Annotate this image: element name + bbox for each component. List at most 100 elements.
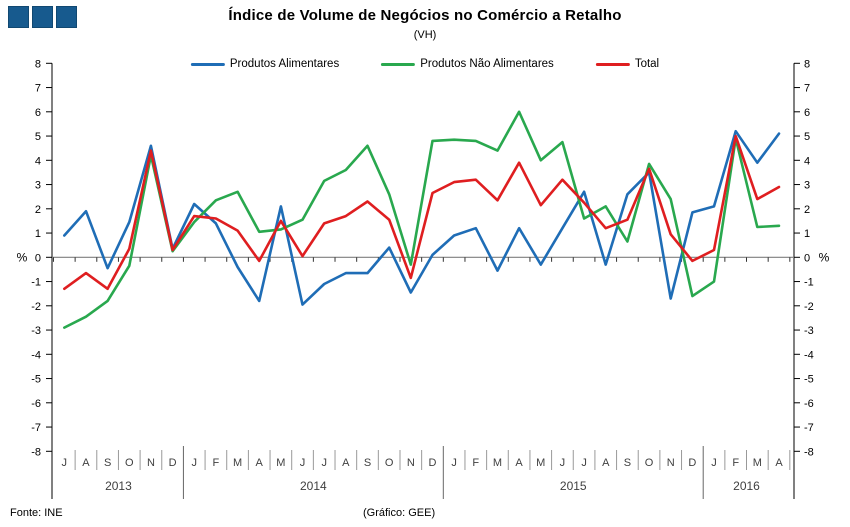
chart-text: -8	[804, 446, 814, 458]
chart-text: 0	[35, 252, 41, 264]
chart-text: 2013	[105, 479, 132, 493]
chart-text: -7	[31, 422, 41, 434]
brand-square-icon	[8, 6, 29, 28]
brand-square-icon	[32, 6, 53, 28]
chart-text: J	[191, 457, 197, 469]
chart-text: N	[667, 457, 675, 469]
chart-text: M	[753, 457, 762, 469]
chart-text: A	[775, 457, 783, 469]
chart-text: D	[429, 457, 437, 469]
chart-text: 2	[804, 204, 810, 216]
brand-square-icon	[56, 6, 77, 28]
chart-text: 6	[804, 107, 810, 119]
legend-item-produtos-alimentares: Produtos Alimentares	[190, 58, 340, 70]
chart-text: -3	[31, 325, 41, 337]
chart-text: 8	[35, 58, 41, 70]
chart-text: M	[276, 457, 285, 469]
chart-text: S	[364, 457, 371, 469]
chart-text: J	[560, 457, 566, 469]
chart-text: 3	[35, 180, 41, 192]
chart-text: A	[602, 457, 610, 469]
legend-line-swatch	[190, 62, 225, 66]
chart-text: A	[515, 457, 523, 469]
chart-text: -5	[31, 374, 41, 386]
chart-text: 5	[35, 131, 41, 143]
chart-text: A	[256, 457, 264, 469]
chart-text: 7	[804, 83, 810, 95]
chart-text: 1	[804, 228, 810, 240]
legend-line-swatch	[595, 62, 630, 66]
chart-text: 2016	[733, 479, 760, 493]
chart-text: M	[233, 457, 242, 469]
chart-text: A	[82, 457, 90, 469]
chart-text: J	[321, 457, 327, 469]
chart-text: O	[125, 457, 134, 469]
chart-text: 7	[35, 83, 41, 95]
series-line-produtos-alimentares	[63, 129, 781, 306]
chart-text: -4	[804, 349, 814, 361]
chart-text: -7	[804, 422, 814, 434]
brand-squares	[8, 6, 77, 28]
chart-text: D	[688, 457, 696, 469]
credit-note: (Gráfico: GEE)	[363, 507, 436, 519]
chart-text: F	[732, 457, 739, 469]
chart-text: F	[213, 457, 220, 469]
chart-text: S	[104, 457, 111, 469]
page-title: Índice de Volume de Negócios no Comércio…	[228, 7, 622, 24]
chart-text: 5	[804, 131, 810, 143]
chart-text: J	[300, 457, 306, 469]
chart-text: J	[581, 457, 587, 469]
chart-text: D	[169, 457, 177, 469]
chart-text: -6	[31, 398, 41, 410]
chart-text: O	[645, 457, 654, 469]
chart-text: -3	[804, 325, 814, 337]
chart-text: %	[17, 250, 28, 264]
chart-text: -8	[31, 446, 41, 458]
legend-label: Total	[634, 58, 660, 70]
chart-text: A	[342, 457, 350, 469]
chart-text: -6	[804, 398, 814, 410]
legend-item-total: Total	[595, 58, 660, 70]
chart-text: 2	[35, 204, 41, 216]
chart-text: -4	[31, 349, 41, 361]
legend-label: Produtos Não Alimentares	[420, 58, 554, 70]
chart-text: O	[385, 457, 394, 469]
y-axis-labels: -8 -8 -7 -7 -6 -6 -5 -5 -4 -4 -3 -3 -2 -2 -1 -1 0 0 1 1 2 2 3 3…	[17, 58, 830, 458]
chart-text: J	[62, 457, 68, 469]
chart-text: F	[472, 457, 479, 469]
chart-text: 1	[35, 228, 41, 240]
chart-text: 6	[35, 107, 41, 119]
chart-text: 2014	[300, 479, 327, 493]
series-line-total	[63, 134, 781, 291]
chart-text: 8	[804, 58, 810, 70]
chart-text: J	[711, 457, 717, 469]
chart-text: N	[407, 457, 415, 469]
chart-text: -2	[31, 301, 41, 313]
chart-text: -5	[804, 374, 814, 386]
chart-text: -2	[804, 301, 814, 313]
chart-text: 0	[804, 252, 810, 264]
chart-text: %	[819, 250, 830, 264]
chart-text: N	[147, 457, 155, 469]
chart-text: -1	[804, 277, 814, 289]
chart-text: 4	[35, 155, 41, 167]
chart-text: S	[624, 457, 631, 469]
chart-text: 2015	[560, 479, 587, 493]
series-line-produtos-nao-alimentares	[63, 110, 781, 329]
legend-line-swatch	[381, 62, 416, 66]
page-subtitle: (VH)	[413, 29, 437, 41]
legend-item-produtos-nao-alimentares: Produtos Não Alimentares	[381, 58, 554, 70]
legend-label: Produtos Alimentares	[229, 58, 340, 70]
chart-text: J	[451, 457, 457, 469]
chart-text: 4	[804, 155, 810, 167]
x-axis-ticks	[52, 257, 791, 262]
axes	[51, 63, 795, 499]
source-note: Fonte: INE	[10, 507, 63, 519]
chart-text: M	[536, 457, 545, 469]
chart-text: -1	[31, 277, 41, 289]
chart-legend: Produtos Alimentares Produtos Não Alimen…	[190, 58, 660, 70]
chart-text: M	[493, 457, 502, 469]
